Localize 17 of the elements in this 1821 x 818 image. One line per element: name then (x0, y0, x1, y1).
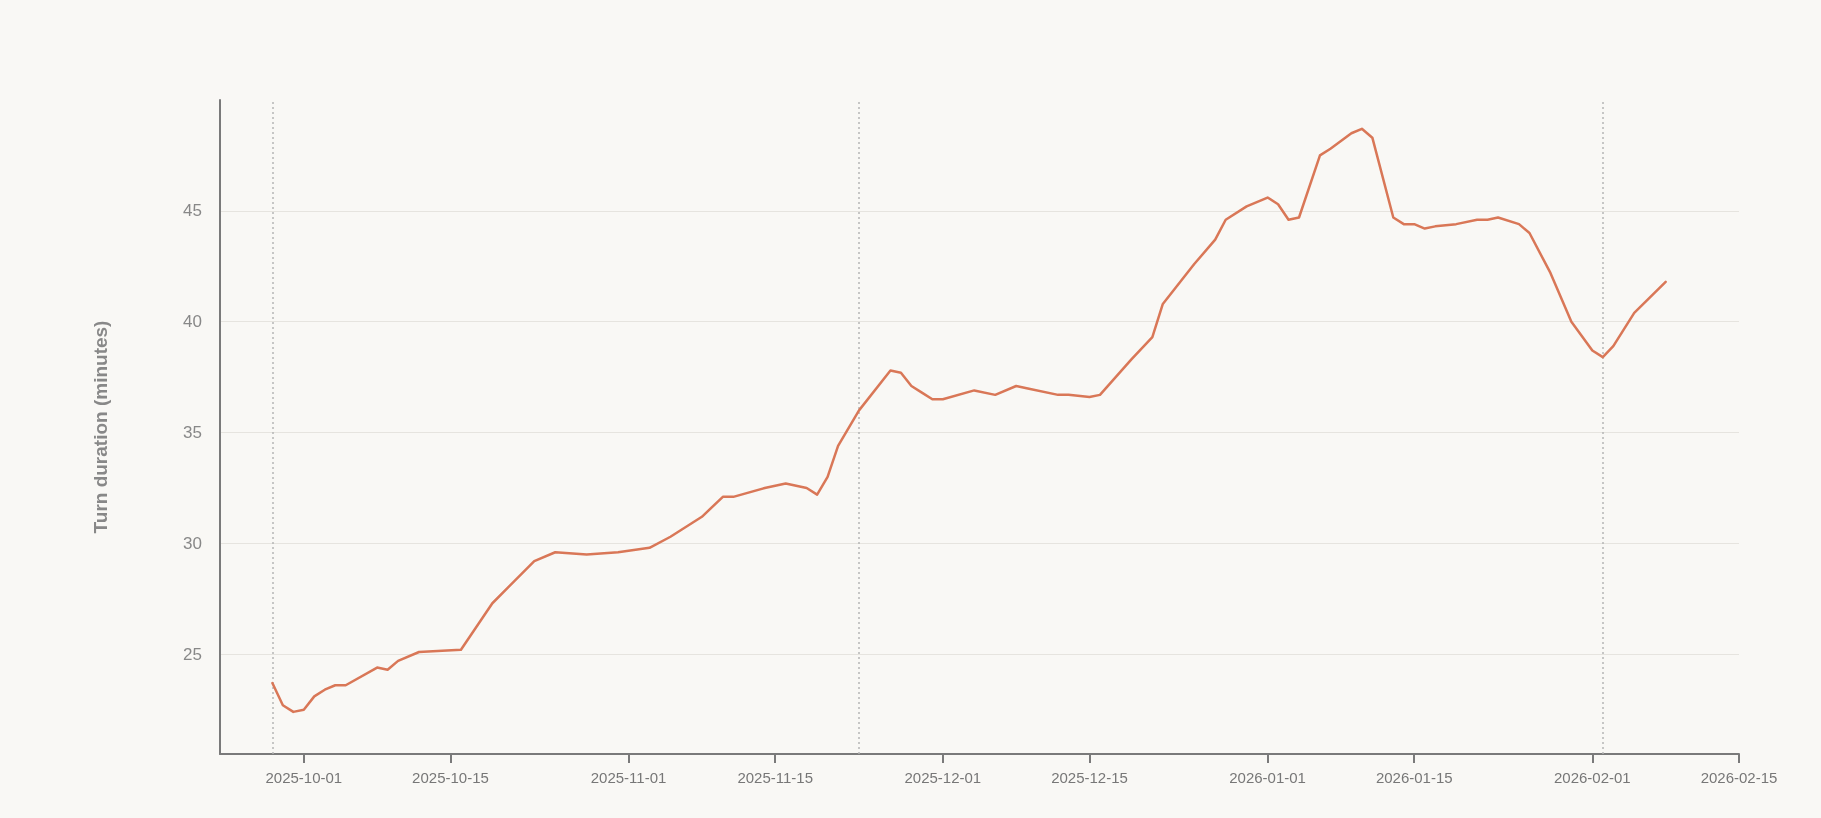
x-tick-label: 2025-11-15 (737, 769, 814, 786)
x-tick-label: 2025-10-01 (265, 769, 343, 786)
x-tick-label: 2025-10-15 (412, 769, 489, 786)
x-tick-label: 2026-02-01 (1553, 769, 1631, 786)
y-tick-label: 25 (183, 644, 202, 664)
line-series (271, 127, 1667, 714)
x-tick-label: 2025-11-01 (590, 769, 667, 786)
y-tick-label: 45 (183, 201, 202, 221)
y-axis-title: Turn duration (minutes) (90, 320, 111, 534)
y-tick-label: 30 (183, 533, 202, 553)
x-tick-label: 2025-12-01 (904, 769, 982, 786)
x-tick-label: 2026-01-15 (1375, 769, 1453, 786)
y-tick-label: 40 (183, 312, 202, 332)
x-tick-label: 2026-01-01 (1229, 769, 1306, 786)
x-tick-label: 2026-02-15 (1700, 769, 1778, 786)
x-tick-label: 2025-12-15 (1051, 769, 1128, 786)
y-tick-label: 35 (183, 423, 202, 443)
